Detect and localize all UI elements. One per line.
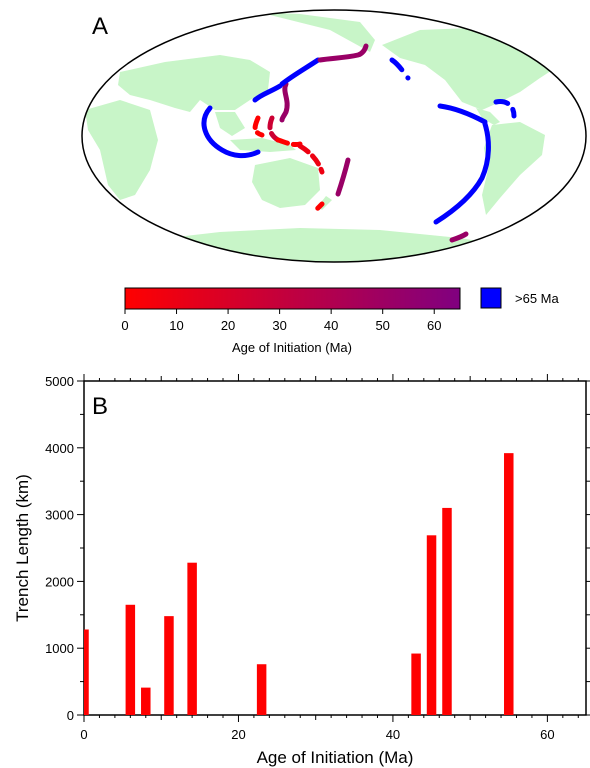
colorbar-tick-label: 40 xyxy=(324,318,338,333)
globe-outline xyxy=(81,9,587,263)
legend-old-trench-label: >65 Ma xyxy=(515,291,559,306)
trench-philippine-west xyxy=(252,115,265,138)
bar xyxy=(504,453,514,715)
colorbar-ticks: 0 10 20 30 40 50 60 xyxy=(121,309,441,333)
land-australia xyxy=(252,158,320,208)
bar xyxy=(256,664,267,715)
land-central-america xyxy=(476,108,500,125)
trench-izu-bonin-mariana xyxy=(279,81,290,123)
land-se-asia xyxy=(215,112,245,136)
y-tick-label: 3000 xyxy=(45,508,74,523)
trench-new-guinea xyxy=(297,143,325,175)
colorbar-tick-label: 20 xyxy=(221,318,235,333)
colorbar-tick-label: 60 xyxy=(427,318,441,333)
colorbar-tick-label: 0 xyxy=(121,318,128,333)
trench-java-sumatra xyxy=(201,105,261,159)
land-indonesia xyxy=(230,138,296,152)
y-tick-labels: 0 1000 2000 3000 4000 5000 xyxy=(45,374,74,723)
y-tick-label: 0 xyxy=(67,708,74,723)
land-africa xyxy=(85,100,158,200)
x-tick-label: 0 xyxy=(80,727,87,742)
trench-banda xyxy=(275,137,303,147)
colorbar-title: Age of Initiation (Ma) xyxy=(232,340,352,355)
bar xyxy=(426,535,437,715)
x-axis-title: Age of Initiation (Ma) xyxy=(257,748,414,767)
trench-south-sandwich xyxy=(449,231,469,243)
bar xyxy=(411,653,421,715)
trench-ryukyu xyxy=(252,83,283,103)
bar xyxy=(187,562,197,715)
bar xyxy=(164,616,174,715)
bars xyxy=(84,453,514,715)
trench-japan-kuril xyxy=(279,57,321,87)
x-tick-label: 40 xyxy=(386,727,400,742)
map-panel-letter: A xyxy=(92,13,108,40)
legend-old-trench-swatch xyxy=(480,287,502,309)
trench-alaska xyxy=(389,57,411,81)
trench-hikurangi xyxy=(313,201,325,213)
trench-aleutian xyxy=(317,43,369,63)
x-tick-label: 60 xyxy=(540,727,554,742)
bar xyxy=(84,629,89,715)
bar xyxy=(141,687,151,715)
trench-peru-chile xyxy=(433,121,491,225)
land-asia xyxy=(118,55,270,112)
x-tick-labels: 0 20 40 60 xyxy=(80,727,554,742)
colorbar-tick-label: 30 xyxy=(272,318,286,333)
map-panel: A 0 10 20 30 40 50 60 Age of Initiation (Ma) >… xyxy=(81,9,587,355)
trench-lesser-antilles xyxy=(493,99,517,119)
colorbar xyxy=(124,287,461,310)
axis-ticks xyxy=(77,374,590,722)
y-tick-label: 2000 xyxy=(45,574,74,589)
bar xyxy=(442,507,452,715)
chart-panel-letter: B xyxy=(92,393,108,420)
x-tick-label: 20 xyxy=(231,727,245,742)
trench-middle-america xyxy=(437,103,488,125)
y-axis-title: Trench Length (km) xyxy=(13,474,32,622)
trench-tonga-kermadec xyxy=(335,157,351,197)
y-tick-label: 5000 xyxy=(45,374,74,389)
y-tick-label: 1000 xyxy=(45,641,74,656)
land-south-america xyxy=(482,122,545,215)
colorbar-tick-label: 50 xyxy=(375,318,389,333)
colorbar-tick-label: 10 xyxy=(169,318,183,333)
bar xyxy=(125,604,136,715)
bar-chart: 0 1000 2000 3000 4000 5000 0 20 40 60 B Age of I… xyxy=(13,374,590,767)
y-tick-label: 4000 xyxy=(45,441,74,456)
land-greenland xyxy=(540,30,586,60)
trench-lines xyxy=(201,43,517,243)
